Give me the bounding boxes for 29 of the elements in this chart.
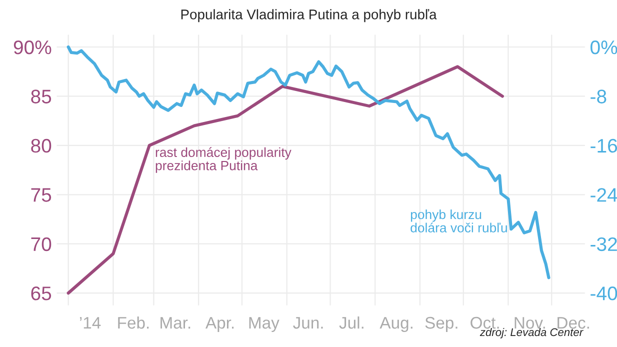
y-tick-label: 70 [31,237,52,252]
chart-title: Popularita Vladimira Putina a pohyb rubľa [181,9,437,22]
x-tick-label: Sep. [425,316,458,332]
y-tick-label: 80 [31,138,52,153]
x-tick-label: Aug. [380,317,412,332]
x-tick-label: Dec. [558,317,589,329]
annotation: rast domácej popularity prezidenta Putina [156,147,292,173]
annotation: pohyb kurzu dolára voči rubľu [410,209,507,232]
y2-tick-label: -40 [590,286,617,300]
y2-tick-label: -32 [590,237,617,252]
x-tick-label: ’14 [80,317,101,329]
line-series [66,45,550,280]
x-tick-label: Oct. [470,316,499,329]
x-tick-label: Nov. [514,317,545,329]
x-tick-label: Mar. [160,317,190,329]
y-tick-label: 90% [14,40,52,54]
y-tick-label: 75 [31,188,52,202]
x-tick-label: Apr. [205,317,234,332]
y2-tick-label: -8 [590,90,606,104]
x-tick-label: Feb. [118,316,149,329]
text: zdroj: Levada Center [480,328,584,338]
y2-tick-label: -16 [590,138,617,153]
x-tick-label: Jul. [339,316,364,329]
y2-tick-label: -24 [590,188,617,202]
y-tick-label: 65 [31,286,52,300]
y2-tick-label: 0% [590,40,617,54]
x-tick-label: May [249,317,280,332]
y-tick-label: 85 [31,90,52,104]
x-tick-label: Jun. [293,317,323,329]
